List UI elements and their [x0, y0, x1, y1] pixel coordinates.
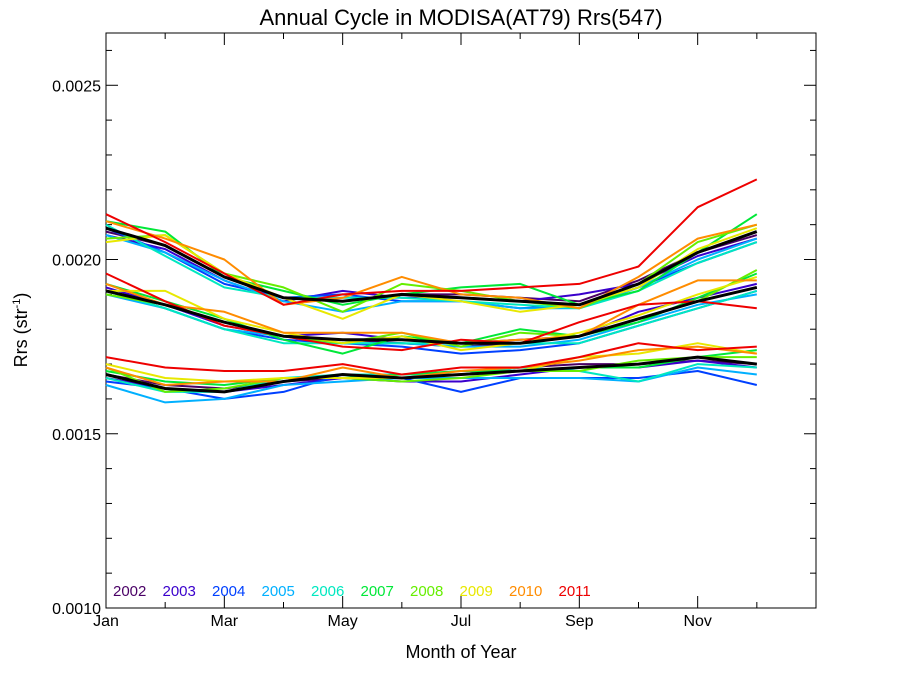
series-line	[105, 349, 757, 386]
series-line	[105, 220, 758, 310]
plot-area: Jan Mar May Jul Sep Nov 0.0010 0.0015 0.0020 0.00…	[52, 32, 817, 630]
y-tick-label: 0.0025	[52, 78, 101, 95]
legend-entry-2009: 2009	[460, 583, 493, 600]
series-line	[105, 355, 757, 394]
x-tick-label: Jan	[93, 613, 119, 630]
x-tick-label: Nov	[683, 613, 711, 630]
chart-title: Annual Cycle in MODISA(AT79) Rrs(547)	[259, 5, 662, 30]
series-line	[105, 272, 757, 352]
series-2011	[105, 178, 758, 376]
legend-entry-2002: 2002	[113, 583, 146, 600]
series-mean	[105, 226, 758, 394]
legend-entry-2011: 2011	[559, 583, 591, 600]
x-tick-label: Sep	[565, 613, 594, 630]
y-tick-label: 0.0020	[52, 253, 101, 270]
series-line	[105, 342, 757, 376]
legend-entry-2007: 2007	[361, 583, 394, 600]
series-line	[105, 223, 758, 310]
series-line	[105, 227, 758, 320]
series-line	[105, 345, 757, 386]
legend-entry-2006: 2006	[311, 583, 344, 600]
y-axis-label-exponent: -1	[11, 299, 23, 309]
y-axis-label: Rrs (str-1)	[11, 293, 31, 368]
legend-entry-2010: 2010	[509, 583, 542, 600]
series-line	[105, 234, 758, 313]
y-axis-label-main: Rrs (str	[11, 308, 31, 367]
series-line	[105, 279, 757, 345]
series-line	[105, 356, 757, 393]
x-tick-label: Mar	[211, 613, 239, 630]
y-tick-label: 0.0010	[52, 601, 101, 618]
series-line	[105, 178, 758, 306]
x-axis-label: Month of Year	[405, 642, 516, 662]
series-line	[105, 285, 758, 345]
legend-entry-2005: 2005	[262, 583, 295, 600]
x-tick-label: May	[328, 613, 358, 630]
legend-entry-2008: 2008	[410, 583, 443, 600]
x-tick-label: Jul	[451, 613, 471, 630]
series-2010	[105, 220, 758, 386]
legend-entry-2003: 2003	[163, 583, 196, 600]
y-axis-label-close: )	[11, 293, 31, 299]
series-line	[106, 275, 758, 352]
series-line	[105, 370, 758, 400]
series-line	[105, 226, 758, 307]
legend-entry-2004: 2004	[212, 583, 245, 600]
y-tick-label: 0.0015	[52, 427, 101, 444]
